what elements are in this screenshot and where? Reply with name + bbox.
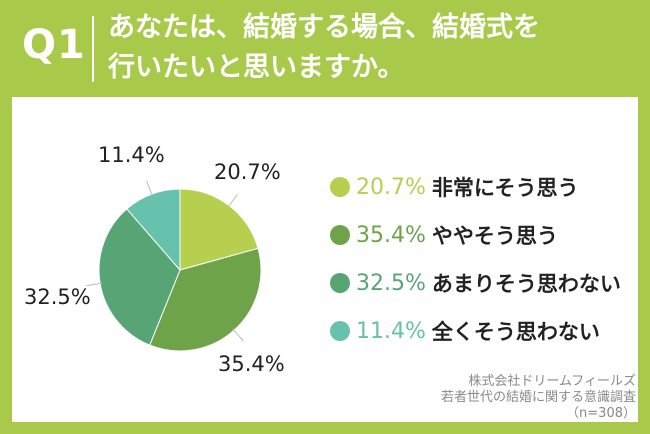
legend-pct-4: 11.4% <box>356 318 426 344</box>
source-note: 株式会社ドリームフィールズ 若者世代の結婚に関する意識調査 （n=308） <box>441 374 636 422</box>
question-number: Q1 <box>22 22 86 68</box>
slice-label-2: 35.4% <box>218 352 285 376</box>
source-line-1: 株式会社ドリームフィールズ <box>468 374 636 389</box>
leader-line-3 <box>86 282 103 287</box>
header-divider <box>92 16 94 82</box>
leader-line-4 <box>146 180 153 197</box>
legend-label-4: 全くそう思わない <box>431 320 600 344</box>
legend-label-2: ややそう思う <box>431 224 558 248</box>
source-line-3: （n=308） <box>566 406 636 421</box>
legend-label-3: あまりそう思わない <box>431 272 621 296</box>
legend-dot-3 <box>330 273 350 293</box>
legend-item-3: 32.5% あまりそう思わない <box>330 268 621 298</box>
leader-line-2 <box>232 328 244 342</box>
legend-item-2: 35.4% ややそう思う <box>330 220 558 250</box>
legend-pct-2: 35.4% <box>356 222 426 248</box>
legend-item-1: 20.7% 非常にそう思う <box>330 172 578 202</box>
question-line-1: あなたは、結婚する場合、結婚式を <box>108 12 540 43</box>
question-line-2: 行いたいと思いますか。 <box>108 52 405 83</box>
legend-pct-3: 32.5% <box>356 270 426 296</box>
header: Q1 あなたは、結婚する場合、結婚式を 行いたいと思いますか。 <box>0 0 650 96</box>
source-line-2: 若者世代の結婚に関する意識調査 <box>440 390 636 405</box>
slice-label-1: 20.7% <box>214 160 281 184</box>
legend-dot-4 <box>330 321 350 341</box>
legend-dot-1 <box>330 177 350 197</box>
legend-label-1: 非常にそう思う <box>431 176 579 200</box>
legend-pct-1: 20.7% <box>356 174 426 200</box>
legend-item-4: 11.4% 全くそう思わない <box>330 316 600 346</box>
question-text: あなたは、結婚する場合、結婚式を 行いたいと思いますか。 <box>108 8 638 88</box>
slice-label-3: 32.5% <box>24 285 91 309</box>
legend-dot-2 <box>330 225 350 245</box>
leader-line-1 <box>227 194 238 208</box>
slice-label-4: 11.4% <box>98 143 165 167</box>
